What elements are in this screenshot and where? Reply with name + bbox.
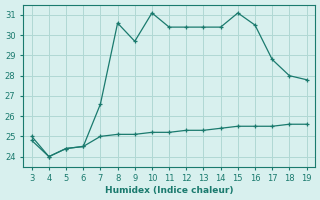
X-axis label: Humidex (Indice chaleur): Humidex (Indice chaleur) [105, 186, 233, 195]
